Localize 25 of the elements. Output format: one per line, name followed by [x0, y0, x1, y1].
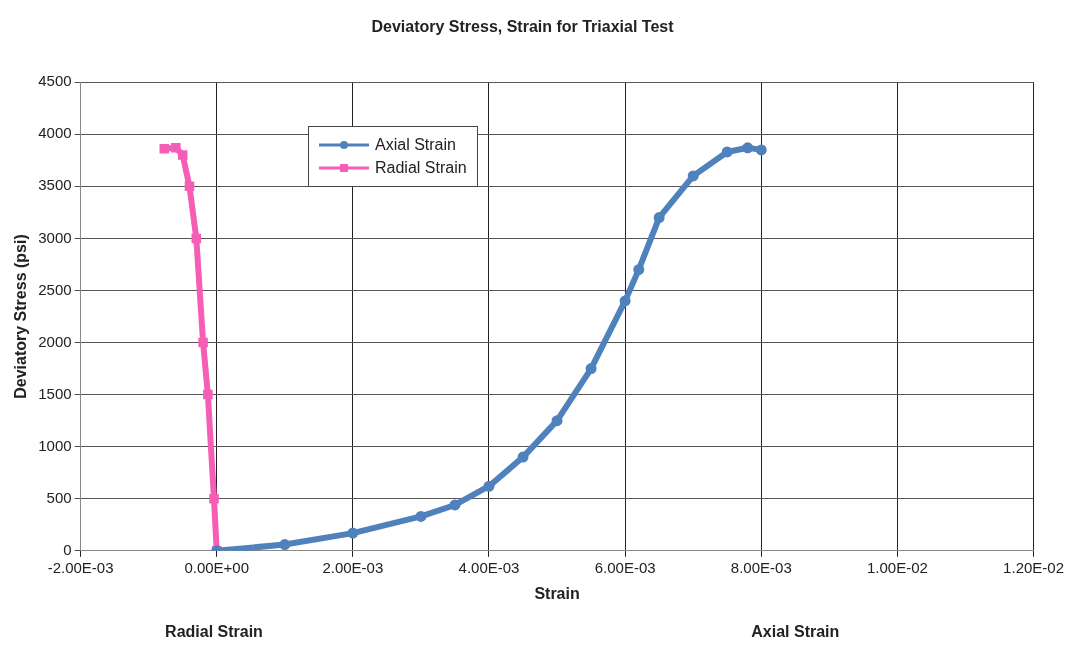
y-tick-label: 2500 [38, 280, 72, 298]
legend-label: Axial Strain [375, 136, 456, 154]
x-tick-label: 8.00E-03 [730, 558, 792, 576]
chart-title: Deviatory Stress, Strain for Triaxial Test [371, 18, 675, 36]
x-tick-label: 2.00E-03 [322, 558, 384, 576]
y-tick-label: 2000 [38, 332, 72, 350]
x-tick-label: -2.00E-03 [47, 558, 114, 576]
x-tick-label: 1.00E-02 [866, 558, 928, 576]
x-tick-label: 6.00E-03 [594, 558, 656, 576]
y-tick-label: 3000 [38, 228, 72, 246]
y-axis-title: Deviatory Stress (psi) [12, 234, 30, 399]
y-tick-label: 0 [63, 540, 72, 558]
text: Radial Strain [165, 622, 263, 640]
y-tick-label: 1000 [38, 436, 72, 454]
x-tick-label: 4.00E-03 [458, 558, 520, 576]
y-tick-label: 1500 [38, 384, 72, 402]
y-tick-label: 4500 [38, 72, 72, 90]
x-tick-label: 1.20E-02 [1003, 558, 1065, 576]
y-tick-label: 3500 [38, 176, 72, 194]
y-tick-label: 500 [46, 488, 72, 506]
x-tick-label: 0.00E+00 [184, 558, 250, 576]
y-tick-label: 4000 [38, 124, 72, 142]
legend-label: Radial Strain [375, 159, 467, 177]
x-axis-title: Strain [534, 584, 580, 602]
text: Axial Strain [751, 622, 840, 640]
